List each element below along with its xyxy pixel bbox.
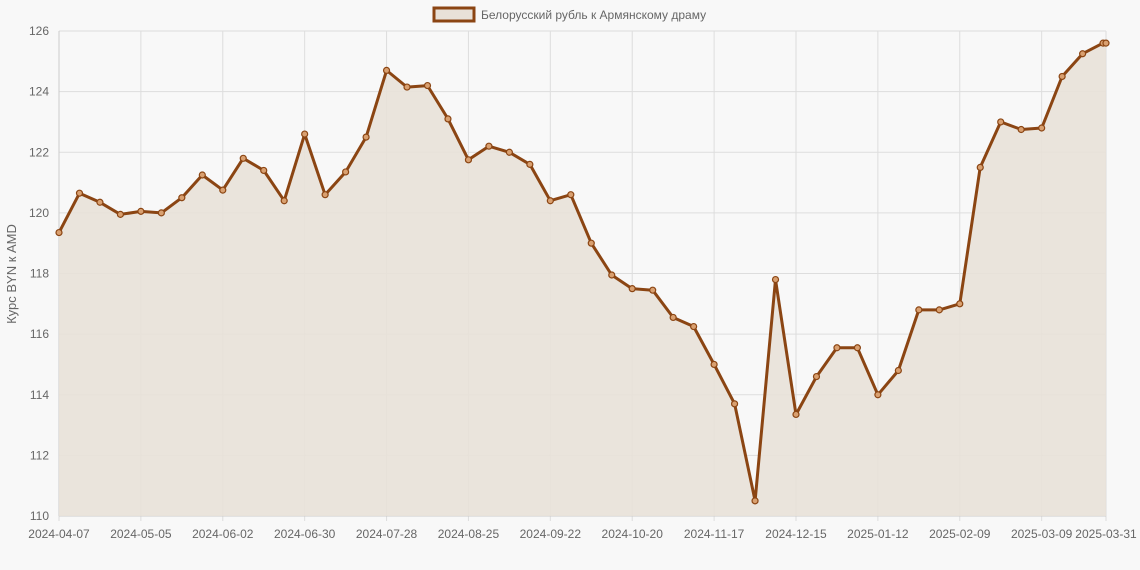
data-point[interactable] [853, 344, 862, 352]
data-point[interactable] [178, 194, 186, 202]
data-point[interactable] [997, 118, 1005, 126]
data-point[interactable] [976, 163, 984, 172]
y-tick-label: 126 [29, 24, 49, 38]
data-point[interactable] [956, 300, 964, 308]
data-point[interactable] [1058, 72, 1066, 81]
data-point[interactable] [669, 313, 677, 322]
x-tick-label: 2024-07-28 [356, 527, 418, 541]
data-point[interactable] [587, 239, 595, 247]
data-point[interactable] [342, 168, 350, 176]
legend[interactable]: Белорусский рубль к Армянскому драму [432, 6, 706, 23]
x-tick-label: 2025-03-31 [1075, 527, 1137, 541]
data-point[interactable] [239, 154, 247, 162]
data-point[interactable] [894, 366, 902, 375]
data-points [55, 39, 1110, 505]
x-tick-label: 2024-06-30 [274, 527, 336, 541]
y-tick-label: 110 [30, 509, 49, 523]
x-tick-label: 2024-06-02 [192, 527, 254, 541]
data-point[interactable] [812, 372, 821, 381]
data-point[interactable] [280, 197, 288, 205]
data-point[interactable] [382, 66, 391, 75]
x-tick-label: 2025-02-09 [929, 527, 991, 541]
x-tick-label: 2025-01-12 [847, 527, 909, 541]
legend-label: Белорусский рубль к Армянскому драму [481, 8, 706, 22]
data-point[interactable] [362, 133, 370, 141]
x-tick-label: 2024-11-17 [684, 527, 745, 541]
data-point[interactable] [321, 191, 329, 199]
data-point[interactable] [710, 360, 718, 369]
data-point[interactable] [751, 497, 759, 505]
x-axis-ticks: 2024-04-07 2024-05-05 2024-06-02 2024-06-30… [28, 527, 1137, 541]
data-point[interactable] [628, 285, 636, 293]
y-tick-label: 112 [30, 448, 49, 462]
data-point[interactable] [935, 306, 943, 314]
x-tick-label: 2024-09-22 [520, 527, 582, 541]
y-tick-label: 118 [30, 267, 49, 281]
data-point[interactable] [1102, 39, 1110, 47]
data-point[interactable] [505, 148, 513, 156]
x-tick-label: 2024-05-05 [110, 527, 172, 541]
x-tick-label: 2024-08-25 [438, 527, 500, 541]
data-point[interactable] [792, 410, 800, 419]
data-point[interactable] [55, 228, 63, 237]
y-axis-title: Курс BYN к AMD [4, 224, 19, 324]
data-point[interactable] [915, 306, 923, 314]
data-point[interactable] [423, 81, 432, 90]
data-point[interactable] [1038, 124, 1046, 132]
data-point[interactable] [690, 322, 698, 331]
data-point[interactable] [546, 197, 554, 205]
data-point[interactable] [75, 189, 84, 197]
data-point[interactable] [608, 271, 616, 279]
data-point[interactable] [137, 207, 145, 215]
y-tick-label: 114 [30, 388, 49, 402]
data-point[interactable] [219, 186, 227, 194]
data-point[interactable] [649, 286, 657, 294]
area-fill [59, 43, 1106, 516]
data-point[interactable] [730, 400, 739, 408]
data-point[interactable] [403, 83, 411, 91]
legend-swatch [432, 6, 476, 23]
data-point[interactable] [96, 198, 104, 206]
y-tick-label: 120 [29, 206, 49, 220]
data-point[interactable] [198, 171, 206, 179]
y-tick-label: 116 [30, 327, 49, 341]
y-tick-label: 124 [29, 85, 49, 99]
data-point[interactable] [485, 142, 493, 150]
data-point[interactable] [567, 191, 575, 199]
data-point[interactable] [1017, 125, 1025, 134]
data-point[interactable] [116, 210, 125, 218]
y-tick-label: 122 [29, 145, 49, 159]
data-point[interactable] [874, 391, 882, 399]
data-point[interactable] [833, 344, 841, 352]
x-tick-label: 2024-04-07 [28, 527, 90, 541]
x-tick-label: 2024-10-20 [602, 527, 664, 541]
data-point[interactable] [444, 115, 452, 123]
x-tick-label: 2024-12-15 [765, 527, 827, 541]
data-point[interactable] [464, 156, 473, 164]
area-fill-layer [59, 43, 1106, 516]
x-tick-label: 2025-03-09 [1011, 527, 1073, 541]
y-axis-ticks: 110 112 114 116 118 120 122 124 126 [29, 24, 49, 523]
data-point[interactable] [1079, 50, 1087, 58]
data-point[interactable] [771, 275, 780, 284]
data-point[interactable] [301, 130, 309, 138]
data-point[interactable] [260, 166, 268, 175]
data-point[interactable] [157, 209, 165, 217]
data-point[interactable] [526, 160, 534, 168]
